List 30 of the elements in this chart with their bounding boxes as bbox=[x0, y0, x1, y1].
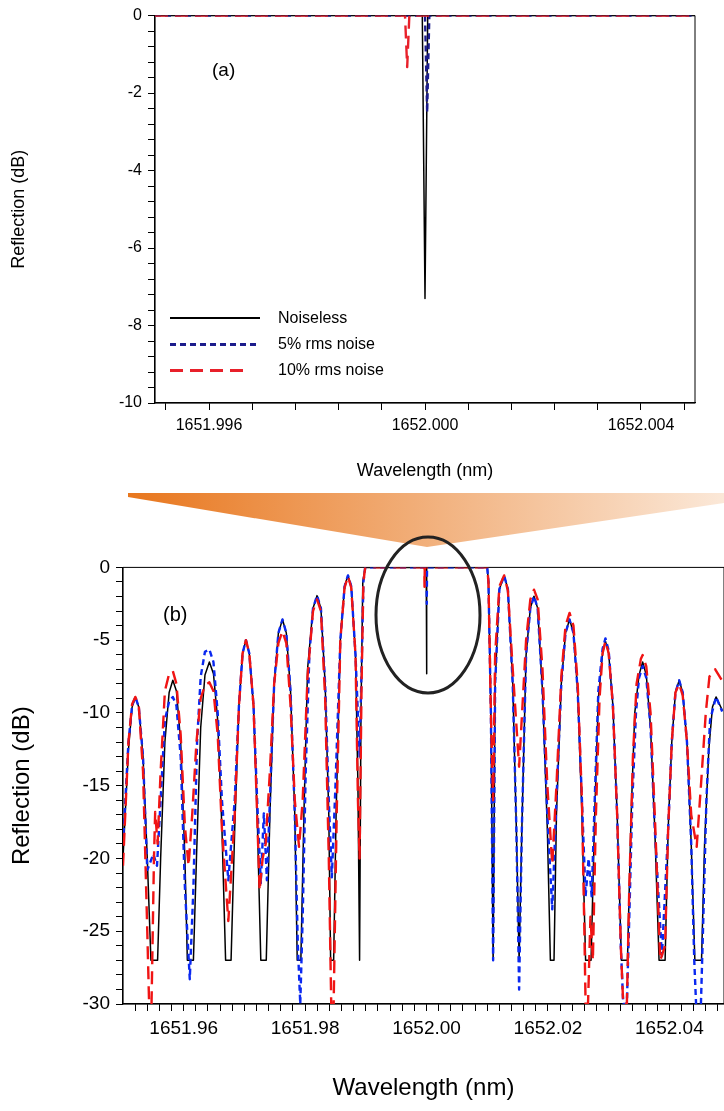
x-axis-title: Wavelength (nm) bbox=[332, 1073, 515, 1101]
y-tick-label: -30 bbox=[82, 992, 110, 1014]
y-tick-label: -20 bbox=[82, 846, 110, 868]
y-tick-label: 0 bbox=[133, 6, 143, 24]
y-tick-label: -2 bbox=[127, 83, 143, 101]
legend-label: 10% rms noise bbox=[278, 361, 384, 379]
x-tick-label: 1651.996 bbox=[175, 416, 243, 434]
y-tick-label: -8 bbox=[127, 315, 143, 333]
y-tick-label: -4 bbox=[127, 160, 143, 178]
annotation: (b) bbox=[163, 603, 188, 626]
x-axis-title: Wavelength (nm) bbox=[356, 460, 494, 481]
y-tick-label: -15 bbox=[82, 773, 110, 795]
annotation: (a) bbox=[212, 58, 236, 80]
x-tick-label: 1652.000 bbox=[391, 416, 459, 434]
y-tick-label: -10 bbox=[82, 701, 110, 723]
x-tick-label: 1652.00 bbox=[392, 1016, 461, 1038]
y-tick-label: -25 bbox=[82, 919, 110, 941]
x-tick-label: 1651.96 bbox=[149, 1016, 219, 1038]
y-tick-label: -5 bbox=[93, 628, 110, 650]
legend-label: 5% rms noise bbox=[278, 335, 375, 353]
x-tick-label: 1652.02 bbox=[513, 1016, 583, 1038]
legend-label: Noiseless bbox=[278, 309, 348, 327]
x-tick-label: 1651.98 bbox=[270, 1016, 340, 1038]
y-tick-label: -6 bbox=[127, 238, 143, 256]
y-tick-label: -10 bbox=[118, 393, 143, 411]
y-axis-title: Reflection (dB) bbox=[7, 149, 28, 269]
x-tick-label: 1652.04 bbox=[635, 1016, 705, 1038]
y-tick-label: 0 bbox=[99, 555, 110, 577]
x-tick-label: 1652.004 bbox=[607, 416, 675, 434]
y-axis-title: Reflection (dB) bbox=[7, 706, 35, 866]
